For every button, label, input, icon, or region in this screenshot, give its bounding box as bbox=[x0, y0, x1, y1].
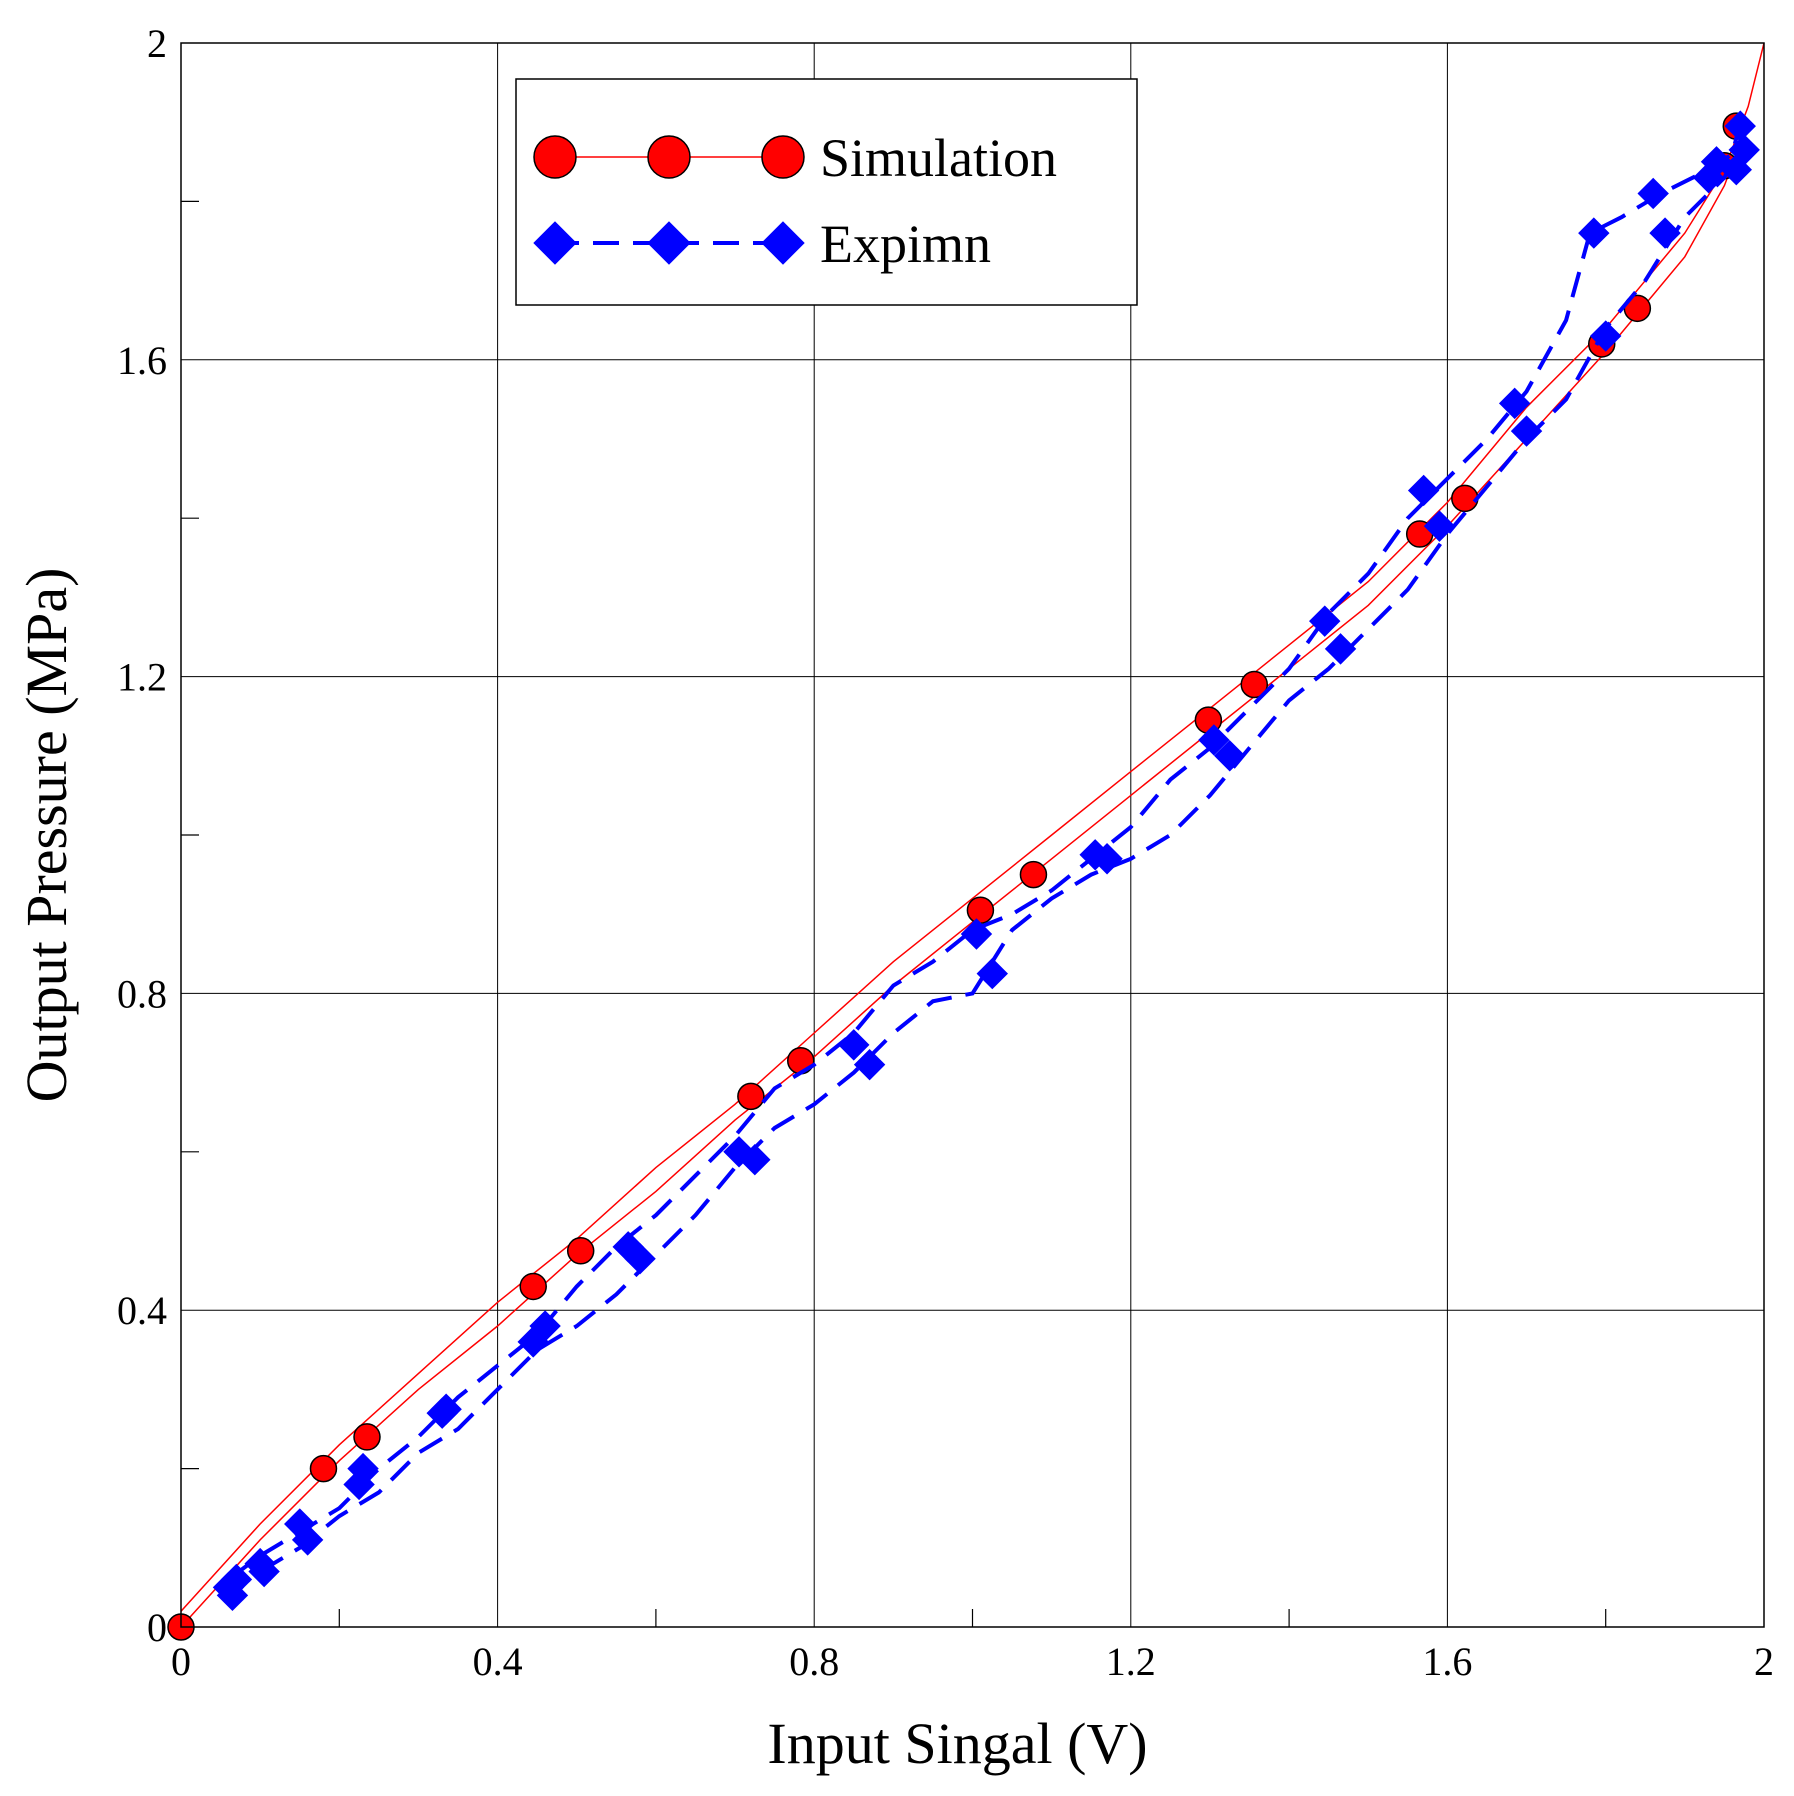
x-tick-label: 2 bbox=[1754, 1639, 1774, 1684]
minor-ticks bbox=[181, 200, 1607, 1627]
y-tick-label: 0.4 bbox=[117, 1288, 167, 1333]
series-line-simulation bbox=[180, 121, 1749, 1628]
data-point-expimn bbox=[853, 1048, 886, 1081]
legend-marker-expimn bbox=[647, 221, 691, 265]
series-line-expimn bbox=[227, 121, 1743, 1582]
x-tick-label: 0.8 bbox=[789, 1639, 839, 1684]
legend-item-expimn: Expimn bbox=[533, 214, 991, 274]
data-point-simulation bbox=[1240, 670, 1269, 699]
data-point-expimn bbox=[430, 1393, 462, 1425]
y-tick-label: 0 bbox=[147, 1605, 167, 1650]
data-point-expimn bbox=[291, 1524, 324, 1556]
y-tick-label: 0.8 bbox=[117, 971, 167, 1016]
data-point-expimn bbox=[529, 1310, 561, 1342]
plot-area-frame bbox=[180, 42, 1765, 1628]
legend: Simulation Expimn bbox=[515, 78, 1138, 306]
data-point-expimn bbox=[960, 918, 993, 950]
data-point-expimn bbox=[1728, 134, 1760, 166]
x-axis-title: Input Singal (V) bbox=[767, 1711, 1147, 1776]
data-point-simulation bbox=[1451, 484, 1479, 513]
series-expimn bbox=[212, 110, 1760, 1612]
data-point-expimn bbox=[1724, 110, 1756, 142]
x-tick-label: 0 bbox=[171, 1639, 191, 1684]
data-point-expimn bbox=[1649, 217, 1681, 249]
legend-label-expimn: Expimn bbox=[820, 214, 991, 274]
series-line-expimn bbox=[227, 145, 1743, 1597]
legend-marker-expimn bbox=[533, 221, 577, 265]
data-point-expimn bbox=[1309, 605, 1341, 637]
data-point-expimn bbox=[624, 1243, 656, 1275]
data-point-expimn bbox=[976, 957, 1008, 990]
tick-labels: 0 0.4 0.8 1.2 1.6 2 0 0.4 0.8 1.2 1.6 2 bbox=[117, 21, 1774, 1684]
x-tick-label: 1.2 bbox=[1106, 1639, 1156, 1684]
y-tick-label: 2 bbox=[147, 21, 167, 66]
data-point-expimn bbox=[220, 1563, 253, 1596]
data-point-expimn bbox=[1578, 217, 1610, 249]
data-point-expimn bbox=[1637, 177, 1669, 210]
data-point-expimn bbox=[1498, 387, 1531, 420]
legend-marker-simulation bbox=[647, 135, 691, 179]
data-point-simulation bbox=[353, 1423, 381, 1451]
data-point-simulation bbox=[966, 896, 995, 924]
data-point-simulation bbox=[737, 1082, 765, 1111]
data-point-expimn bbox=[1423, 510, 1456, 542]
legend-marker-simulation bbox=[761, 135, 805, 179]
legend-marker-simulation bbox=[533, 135, 577, 179]
legend-label-simulation: Simulation bbox=[820, 128, 1057, 188]
data-point-expimn bbox=[1510, 415, 1543, 447]
data-point-expimn bbox=[1214, 740, 1246, 772]
data-point-simulation bbox=[786, 1046, 815, 1075]
y-tick-label: 1.6 bbox=[117, 338, 167, 383]
data-point-expimn bbox=[347, 1452, 379, 1485]
legend-box bbox=[515, 78, 1138, 306]
data-point-simulation bbox=[566, 1237, 595, 1265]
series-layer bbox=[167, 42, 1765, 1641]
data-point-expimn bbox=[1198, 724, 1230, 756]
data-point-simulation bbox=[519, 1272, 547, 1301]
data-point-expimn bbox=[739, 1144, 771, 1176]
x-tick-label: 0.4 bbox=[473, 1639, 523, 1684]
data-point-expimn bbox=[1589, 320, 1622, 352]
x-tick-label: 1.6 bbox=[1422, 1639, 1472, 1684]
data-point-simulation bbox=[1019, 860, 1048, 889]
legend-marker-expimn bbox=[761, 221, 805, 265]
y-tick-label: 1.2 bbox=[117, 655, 167, 700]
data-point-expimn bbox=[1091, 843, 1123, 875]
data-point-expimn bbox=[248, 1555, 280, 1588]
legend-item-simulation: Simulation bbox=[533, 128, 1057, 188]
data-point-expimn bbox=[838, 1029, 870, 1061]
data-point-simulation bbox=[309, 1454, 338, 1483]
data-point-expimn bbox=[1407, 474, 1440, 507]
y-axis-title: Output Pressure (MPa) bbox=[14, 568, 79, 1103]
data-point-expimn bbox=[1324, 633, 1357, 665]
